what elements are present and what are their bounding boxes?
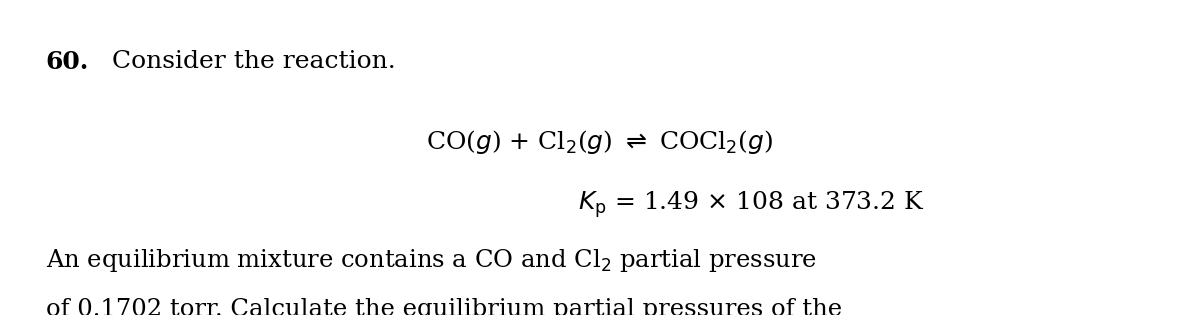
Text: 60.: 60.: [46, 50, 89, 74]
Text: An equilibrium mixture contains a CO and Cl$_2$ partial pressure: An equilibrium mixture contains a CO and…: [46, 247, 816, 274]
Text: $K_\mathrm{p}$ = 1.49 $\times$ 108 at 373.2 K: $K_\mathrm{p}$ = 1.49 $\times$ 108 at 37…: [578, 189, 924, 220]
Text: Consider the reaction.: Consider the reaction.: [112, 50, 395, 73]
Text: of 0.1702 torr. Calculate the equilibrium partial pressures of the: of 0.1702 torr. Calculate the equilibriu…: [46, 298, 841, 315]
Text: CO($g$) + Cl$_2$($g$) $\rightleftharpoons$ COCl$_2$($g$): CO($g$) + Cl$_2$($g$) $\rightleftharpoon…: [426, 128, 774, 156]
